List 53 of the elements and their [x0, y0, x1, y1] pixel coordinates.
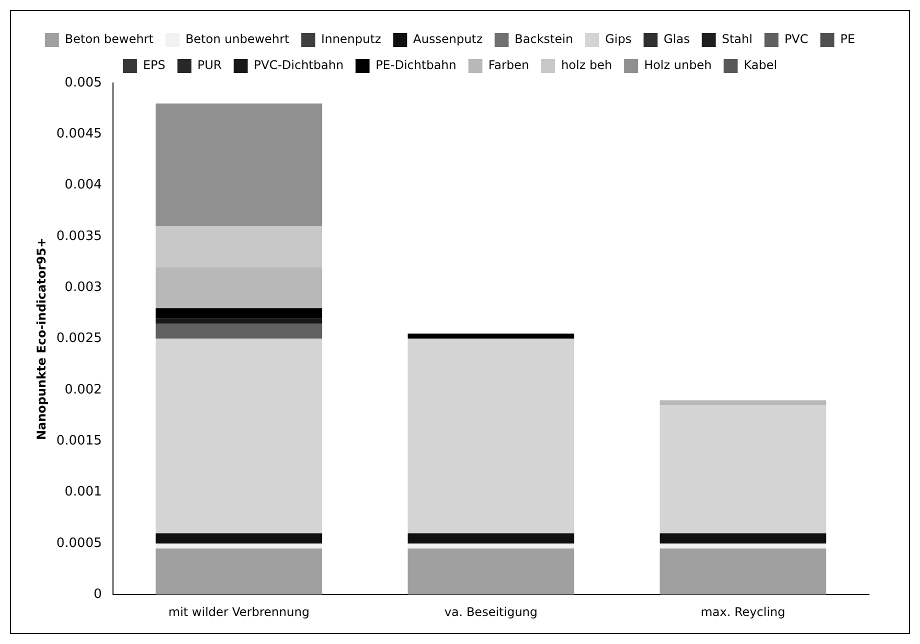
bar: [156, 338, 322, 534]
legend-label: Farben: [488, 58, 530, 72]
y-axis-title: Nanopunkte Eco-indicator95+: [34, 238, 48, 440]
y-tick-label: 0.003: [64, 280, 102, 296]
bar: [156, 267, 322, 308]
bar: [156, 543, 322, 549]
y-tick-label: 0.0045: [56, 126, 102, 142]
legend-label: Beton unbewehrt: [185, 32, 290, 46]
x-tick-label: mit wilder Verbrennung: [168, 604, 310, 619]
bar: [156, 308, 322, 318]
bar: [408, 543, 574, 549]
legend-label: Innenputz: [321, 32, 382, 46]
bar: [660, 400, 826, 406]
y-tick-label: 0.0025: [56, 331, 102, 346]
y-tick-label: 0.004: [64, 178, 102, 193]
bar: [156, 103, 322, 226]
legend-label: PE-Dichtbahn: [376, 58, 456, 72]
legend-label: PVC-Dichtbahn: [254, 58, 344, 72]
y-tick-label: 0.005: [64, 75, 102, 90]
legend-label: Stahl: [722, 32, 752, 46]
legend-label: Aussenputz: [413, 32, 483, 46]
bar: [408, 338, 574, 534]
legend-label: EPS: [142, 58, 166, 72]
y-tick-label: 0: [94, 586, 102, 602]
bar: [408, 533, 574, 544]
legend-label: Holz unbeh: [644, 58, 712, 72]
bar: [660, 405, 826, 534]
bar: [408, 334, 574, 339]
legend-label: Kabel: [744, 58, 778, 72]
legend-label: Beton bewehrt: [64, 32, 154, 46]
y-tick-label: 0.002: [64, 382, 102, 398]
bar: [156, 533, 322, 544]
legend-label: Backstein: [514, 32, 574, 46]
y-tick-label: 0.0005: [56, 536, 102, 551]
bar: [660, 548, 826, 595]
legend-label: Glas: [664, 32, 690, 46]
bar: [408, 548, 574, 595]
bar: [660, 543, 826, 549]
legend-label: PE: [840, 32, 856, 46]
bar: [156, 548, 322, 595]
legend-label: PUR: [197, 58, 222, 72]
bar: [660, 533, 826, 544]
bar: [156, 323, 322, 339]
legend-label: Gips: [605, 32, 632, 46]
legend-label: PVC: [784, 32, 808, 46]
y-tick-label: 0.0035: [56, 228, 102, 244]
bar: [156, 318, 322, 324]
y-tick-label: 0.001: [64, 484, 102, 500]
x-tick-label: max. Reycling: [700, 604, 786, 619]
legend-label: holz beh: [561, 58, 612, 72]
y-tick-label: 0.0015: [56, 433, 102, 448]
bar: [156, 226, 322, 268]
x-tick-label: va. Beseitigung: [444, 604, 538, 619]
